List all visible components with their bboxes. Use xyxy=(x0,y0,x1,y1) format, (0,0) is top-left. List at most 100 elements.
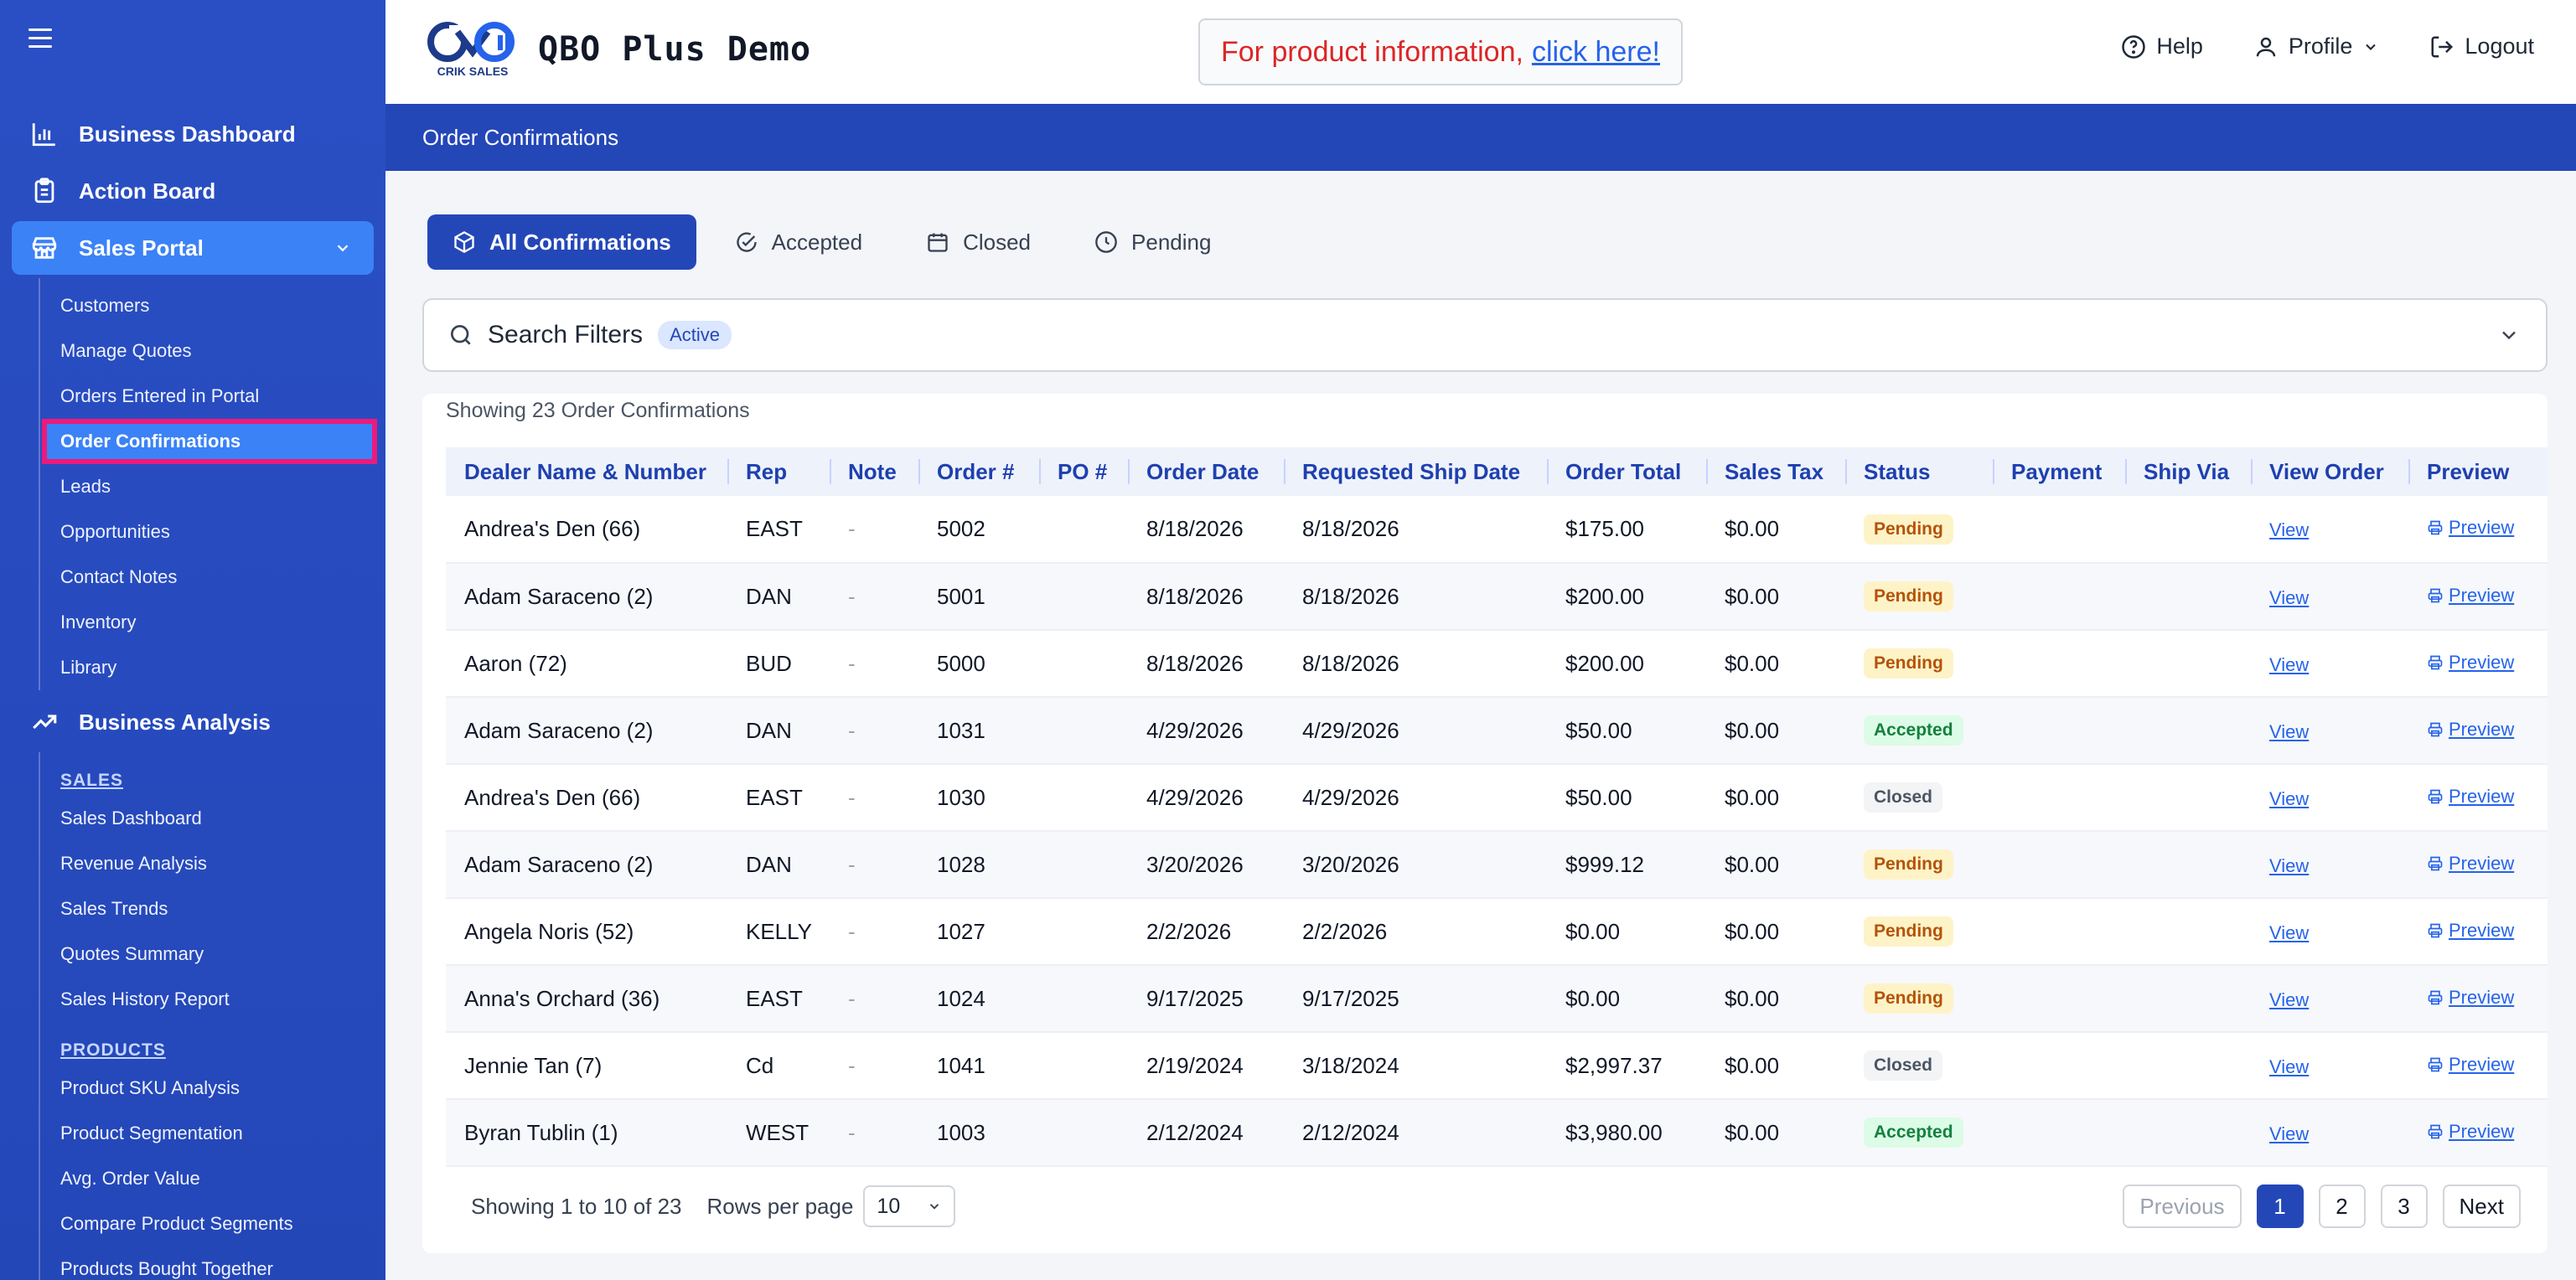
sidebar-item-opportunities[interactable]: Opportunities xyxy=(40,509,385,555)
column-header[interactable]: Order # xyxy=(918,447,1039,496)
sidebar-item-sales-dashboard[interactable]: Sales Dashboard xyxy=(40,796,385,841)
dealer-cell: Andrea's Den (66) xyxy=(464,516,641,541)
chevron-down-icon[interactable] xyxy=(2497,323,2521,347)
sidebar-item-sales-history[interactable]: Sales History Report xyxy=(40,977,385,1022)
order-date-cell: 2/12/2024 xyxy=(1146,1119,1244,1145)
sales-tax-cell: $0.00 xyxy=(1725,918,1780,944)
menu-toggle-icon[interactable] xyxy=(28,28,52,48)
sidebar-item-business-analysis[interactable]: Business Analysis xyxy=(12,695,374,749)
column-header[interactable]: Ship Via xyxy=(2125,447,2251,496)
rep-cell: DAN xyxy=(746,851,792,877)
column-header[interactable]: PO # xyxy=(1039,447,1128,496)
tab-accepted[interactable]: Accepted xyxy=(710,214,887,270)
status-badge: Pending xyxy=(1864,983,1953,1014)
tab-closed[interactable]: Closed xyxy=(901,214,1056,270)
chevron-down-icon xyxy=(337,245,349,252)
column-header[interactable]: Order Date xyxy=(1128,447,1284,496)
dealer-cell: Jennie Tan (7) xyxy=(464,1052,603,1078)
column-header[interactable]: Status xyxy=(1845,447,1993,496)
sidebar-item-sales-portal[interactable]: Sales Portal xyxy=(12,221,374,275)
tab-all-confirmations[interactable]: All Confirmations xyxy=(427,214,696,270)
sidebar-item-label: Product SKU Analysis xyxy=(60,1077,240,1098)
preview-link[interactable]: Preview xyxy=(2427,853,2514,875)
crik-sales-logo[interactable]: CRIK SALES xyxy=(424,20,521,80)
preview-link[interactable]: Preview xyxy=(2427,920,2514,942)
page-button-1[interactable]: 1 xyxy=(2256,1185,2304,1228)
sidebar-item-compare-segments[interactable]: Compare Product Segments xyxy=(40,1201,385,1246)
column-header[interactable]: Rep xyxy=(727,447,830,496)
preview-link[interactable]: Preview xyxy=(2427,517,2514,539)
sidebar-item-avg-order-value[interactable]: Avg. Order Value xyxy=(40,1156,385,1201)
sidebar-item-product-segmentation[interactable]: Product Segmentation xyxy=(40,1111,385,1156)
profile-menu[interactable]: Profile xyxy=(2253,34,2380,59)
preview-label: Preview xyxy=(2449,785,2515,807)
promo-banner: For product information, click here! xyxy=(1198,18,1683,85)
preview-link[interactable]: Preview xyxy=(2427,719,2514,741)
view-order-link[interactable]: View xyxy=(2269,787,2310,809)
view-order-link[interactable]: View xyxy=(2269,854,2310,876)
preview-link[interactable]: Preview xyxy=(2427,786,2514,808)
sales-tax-cell: $0.00 xyxy=(1725,851,1780,877)
rows-per-page-select[interactable]: 10 xyxy=(863,1185,956,1227)
preview-label: Preview xyxy=(2449,651,2515,673)
view-order-link[interactable]: View xyxy=(2269,653,2310,675)
sidebar-item-label: Inventory xyxy=(60,612,137,632)
preview-link[interactable]: Preview xyxy=(2427,1121,2514,1143)
sidebar-item-inventory[interactable]: Inventory xyxy=(40,600,385,645)
note-cell: - xyxy=(848,516,856,541)
promo-link[interactable]: click here! xyxy=(1531,35,1660,68)
column-header[interactable]: Requested Ship Date xyxy=(1284,447,1547,496)
preview-link[interactable]: Preview xyxy=(2427,1054,2514,1076)
view-order-link[interactable]: View xyxy=(2269,1055,2310,1077)
sidebar-item-business-dashboard[interactable]: Business Dashboard xyxy=(12,107,374,161)
search-filters-panel[interactable]: Search Filters Active xyxy=(422,298,2548,372)
sidebar-item-orders-entered[interactable]: Orders Entered in Portal xyxy=(40,374,385,419)
previous-page-button[interactable]: Previous xyxy=(2123,1185,2242,1228)
next-page-button[interactable]: Next xyxy=(2442,1185,2521,1228)
view-order-link[interactable]: View xyxy=(2269,586,2310,608)
table-row: Andrea's Den (66) EAST - 5002 8/18/2026 8/18/… xyxy=(446,496,2548,563)
sidebar-item-order-confirmations[interactable]: Order Confirmations xyxy=(40,419,385,464)
sidebar-item-customers[interactable]: Customers xyxy=(40,283,385,328)
preview-link[interactable]: Preview xyxy=(2427,652,2514,674)
sidebar-item-quotes-summary[interactable]: Quotes Summary xyxy=(40,932,385,977)
order-total-cell: $175.00 xyxy=(1565,516,1644,541)
logout-button[interactable]: Logout xyxy=(2429,34,2534,59)
view-order-link[interactable]: View xyxy=(2269,921,2310,943)
sidebar-item-revenue-analysis[interactable]: Revenue Analysis xyxy=(40,841,385,886)
column-header[interactable]: Order Total xyxy=(1547,447,1706,496)
preview-label: Preview xyxy=(2449,718,2515,740)
view-order-link[interactable]: View xyxy=(2269,1123,2310,1144)
logo-text: CRIK SALES xyxy=(437,65,509,78)
sidebar-item-label: Customers xyxy=(60,295,150,316)
sales-tax-cell: $0.00 xyxy=(1725,784,1780,810)
view-order-link[interactable]: View xyxy=(2269,720,2310,742)
status-badge: Accepted xyxy=(1864,1117,1963,1148)
order-date-cell: 4/29/2026 xyxy=(1146,784,1244,810)
help-button[interactable]: Help xyxy=(2121,34,2203,59)
view-order-cell: View xyxy=(2251,496,2408,563)
sidebar-item-product-sku[interactable]: Product SKU Analysis xyxy=(40,1066,385,1111)
sidebar-item-manage-quotes[interactable]: Manage Quotes xyxy=(40,328,385,374)
view-order-link[interactable]: View xyxy=(2269,988,2310,1010)
column-header[interactable]: Note xyxy=(830,447,918,496)
sidebar-item-products-bought-together[interactable]: Products Bought Together xyxy=(40,1246,385,1280)
page-button-3[interactable]: 3 xyxy=(2380,1185,2428,1228)
column-header[interactable]: View Order xyxy=(2251,447,2408,496)
tab-pending[interactable]: Pending xyxy=(1069,214,1236,270)
column-header[interactable]: Preview xyxy=(2408,447,2548,496)
ship-date-cell: 4/29/2026 xyxy=(1302,784,1399,810)
view-order-link[interactable]: View xyxy=(2269,519,2310,540)
sidebar-item-action-board[interactable]: Action Board xyxy=(12,164,374,218)
preview-link[interactable]: Preview xyxy=(2427,987,2514,1009)
preview-link[interactable]: Preview xyxy=(2427,585,2514,606)
column-header[interactable]: Dealer Name & Number xyxy=(464,458,706,484)
order-date-cell: 2/2/2026 xyxy=(1146,918,1232,944)
sidebar-item-library[interactable]: Library xyxy=(40,645,385,690)
sidebar-item-leads[interactable]: Leads xyxy=(40,464,385,509)
sidebar-item-contact-notes[interactable]: Contact Notes xyxy=(40,555,385,600)
column-header[interactable]: Payment xyxy=(1993,447,2125,496)
column-header[interactable]: Sales Tax xyxy=(1706,447,1845,496)
sidebar-item-sales-trends[interactable]: Sales Trends xyxy=(40,886,385,932)
page-button-2[interactable]: 2 xyxy=(2318,1185,2366,1228)
